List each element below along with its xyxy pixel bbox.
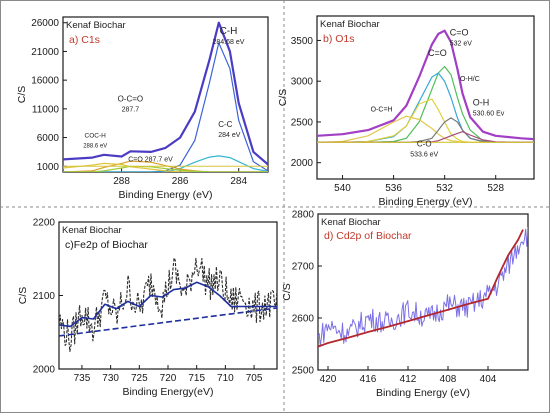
annotation-cc-line: 284 eV [218, 132, 241, 139]
panel-c1s: 26000 21000 16000 11000 6000 1000 288 286 284 Bin… [16, 16, 269, 201]
series-c-o [63, 165, 268, 172]
x-tick-label: 532 [436, 183, 453, 194]
y-axis-label: C/S [281, 283, 293, 301]
series-fit [318, 229, 524, 348]
series-envelope [317, 29, 534, 141]
panel-header: Kenaf Biochar [320, 19, 380, 30]
x-tick-label: 720 [160, 373, 177, 384]
annotation-cc-line: C-C [218, 120, 232, 129]
x-tick-label: 705 [246, 373, 263, 384]
annotation-c_o-line: 533.6 eV [410, 151, 438, 158]
x-tick-label: 412 [400, 374, 417, 385]
series-fit [59, 281, 277, 328]
annotation-oco-line: O-C=O [118, 94, 144, 103]
annotation-c_eq_o-line: C=O [450, 28, 469, 38]
panel-fe2p: 2200 2100 2000 735 730 725 720 715 710 705 Binding… [17, 218, 278, 398]
x-tick-label: 416 [360, 374, 377, 385]
x-axis-label: Binding Energy(eV) [122, 386, 213, 398]
x-tick-label: 710 [217, 373, 234, 384]
annotation-cooh-line: 288.6 eV [83, 144, 107, 150]
y-tick-label: 2800 [292, 210, 315, 221]
y-tick-label: 2000 [291, 158, 314, 169]
x-tick-label: 284 [230, 176, 247, 187]
panel-subtitle: a) C1s [69, 34, 100, 46]
series-raw [59, 257, 277, 352]
annotation-c_o-line: C-O [417, 139, 432, 148]
x-tick-label: 286 [172, 176, 189, 187]
x-tick-label: 528 [487, 183, 504, 194]
series-c-o [317, 72, 534, 143]
series-raw [318, 226, 528, 347]
x-tick-label: 725 [131, 373, 148, 384]
y-tick-label: 3500 [291, 36, 314, 47]
series-o-c-h [317, 115, 534, 143]
panel-subtitle: c)Fe2p of Biochar [65, 239, 148, 251]
y-tick-label: 3000 [291, 77, 314, 88]
y-tick-label: 2700 [292, 262, 315, 273]
annotation-ch-line: C-H [220, 26, 238, 37]
annotation-oco-line: 287.7 [122, 106, 140, 113]
x-tick-label: 408 [440, 374, 457, 385]
series-group [63, 21, 268, 172]
y-tick-label: 26000 [31, 18, 59, 29]
plot-area [316, 15, 535, 180]
y-tick-label: 16000 [31, 76, 59, 87]
series-c-h [63, 42, 268, 172]
y-axis-label: C/S [16, 86, 28, 104]
annotation-oh-line: 530.60 Ev [473, 111, 505, 118]
series-group [318, 226, 528, 348]
y-tick-label: 2100 [33, 291, 56, 302]
series-group [59, 257, 277, 352]
y-tick-label: 2200 [33, 218, 56, 229]
plot-area [317, 213, 529, 371]
annotation-ohc-line: O-H/C [460, 76, 480, 83]
panel-cd2p: 2800 2700 2600 2500 420 416 412 408 404 Binding E… [281, 210, 529, 399]
x-axis-label: Binding Energy (eV) [379, 196, 473, 208]
y-tick-label: 2500 [292, 366, 315, 377]
series-background [59, 307, 277, 337]
series-group [317, 29, 534, 143]
series-envelope [63, 21, 268, 166]
x-tick-label: 288 [113, 176, 130, 187]
y-tick-label: 21000 [31, 47, 59, 58]
x-tick-label: 536 [385, 183, 402, 194]
y-axis-label: C/S [277, 89, 289, 107]
series-coc-h [63, 162, 268, 172]
panel-header: Kenaf Biochar [62, 225, 122, 236]
y-tick-label: 2600 [292, 314, 315, 325]
panel-subtitle: b) O1s [323, 33, 355, 45]
panel-subtitle: d) Cd2p of Biochar [324, 230, 412, 242]
x-tick-label: 735 [74, 373, 91, 384]
y-tick-label: 2500 [291, 117, 314, 128]
series-c-o-532-ev [317, 65, 534, 143]
x-tick-label: 715 [188, 373, 205, 384]
panel-header: Kenaf Biochar [66, 20, 126, 31]
x-tick-label: 404 [480, 374, 497, 385]
y-tick-label: 1000 [37, 162, 60, 173]
x-axis-label: Binding Energy (eV) [376, 387, 470, 399]
y-tick-label: 2000 [33, 365, 56, 376]
y-tick-label: 6000 [37, 133, 60, 144]
annotation-oh-line: O-H [473, 98, 490, 108]
x-tick-label: 730 [102, 373, 119, 384]
x-tick-label: 540 [334, 183, 351, 194]
panel-o1s: 3500 3000 2500 2000 540 536 532 528 Binding Ener… [277, 15, 535, 208]
annotation-cooh-line: COC-H [85, 133, 107, 140]
annotation-c_eq_o-line: 532 eV [450, 41, 473, 48]
panel-header: Kenaf Biochar [321, 217, 381, 228]
y-axis-label: C/S [17, 287, 29, 305]
annotation-co: C=O 287.7 eV [128, 157, 173, 164]
annotation-ocoh-line: O-C=H [371, 106, 393, 113]
x-axis-label: Binding Energy (eV) [119, 189, 213, 201]
annotation-c_eq_o2-line: C=O [428, 48, 447, 58]
y-tick-label: 11000 [32, 104, 60, 115]
x-tick-label: 420 [320, 374, 337, 385]
annotation-ch-line: 284.68 eV [213, 39, 245, 46]
